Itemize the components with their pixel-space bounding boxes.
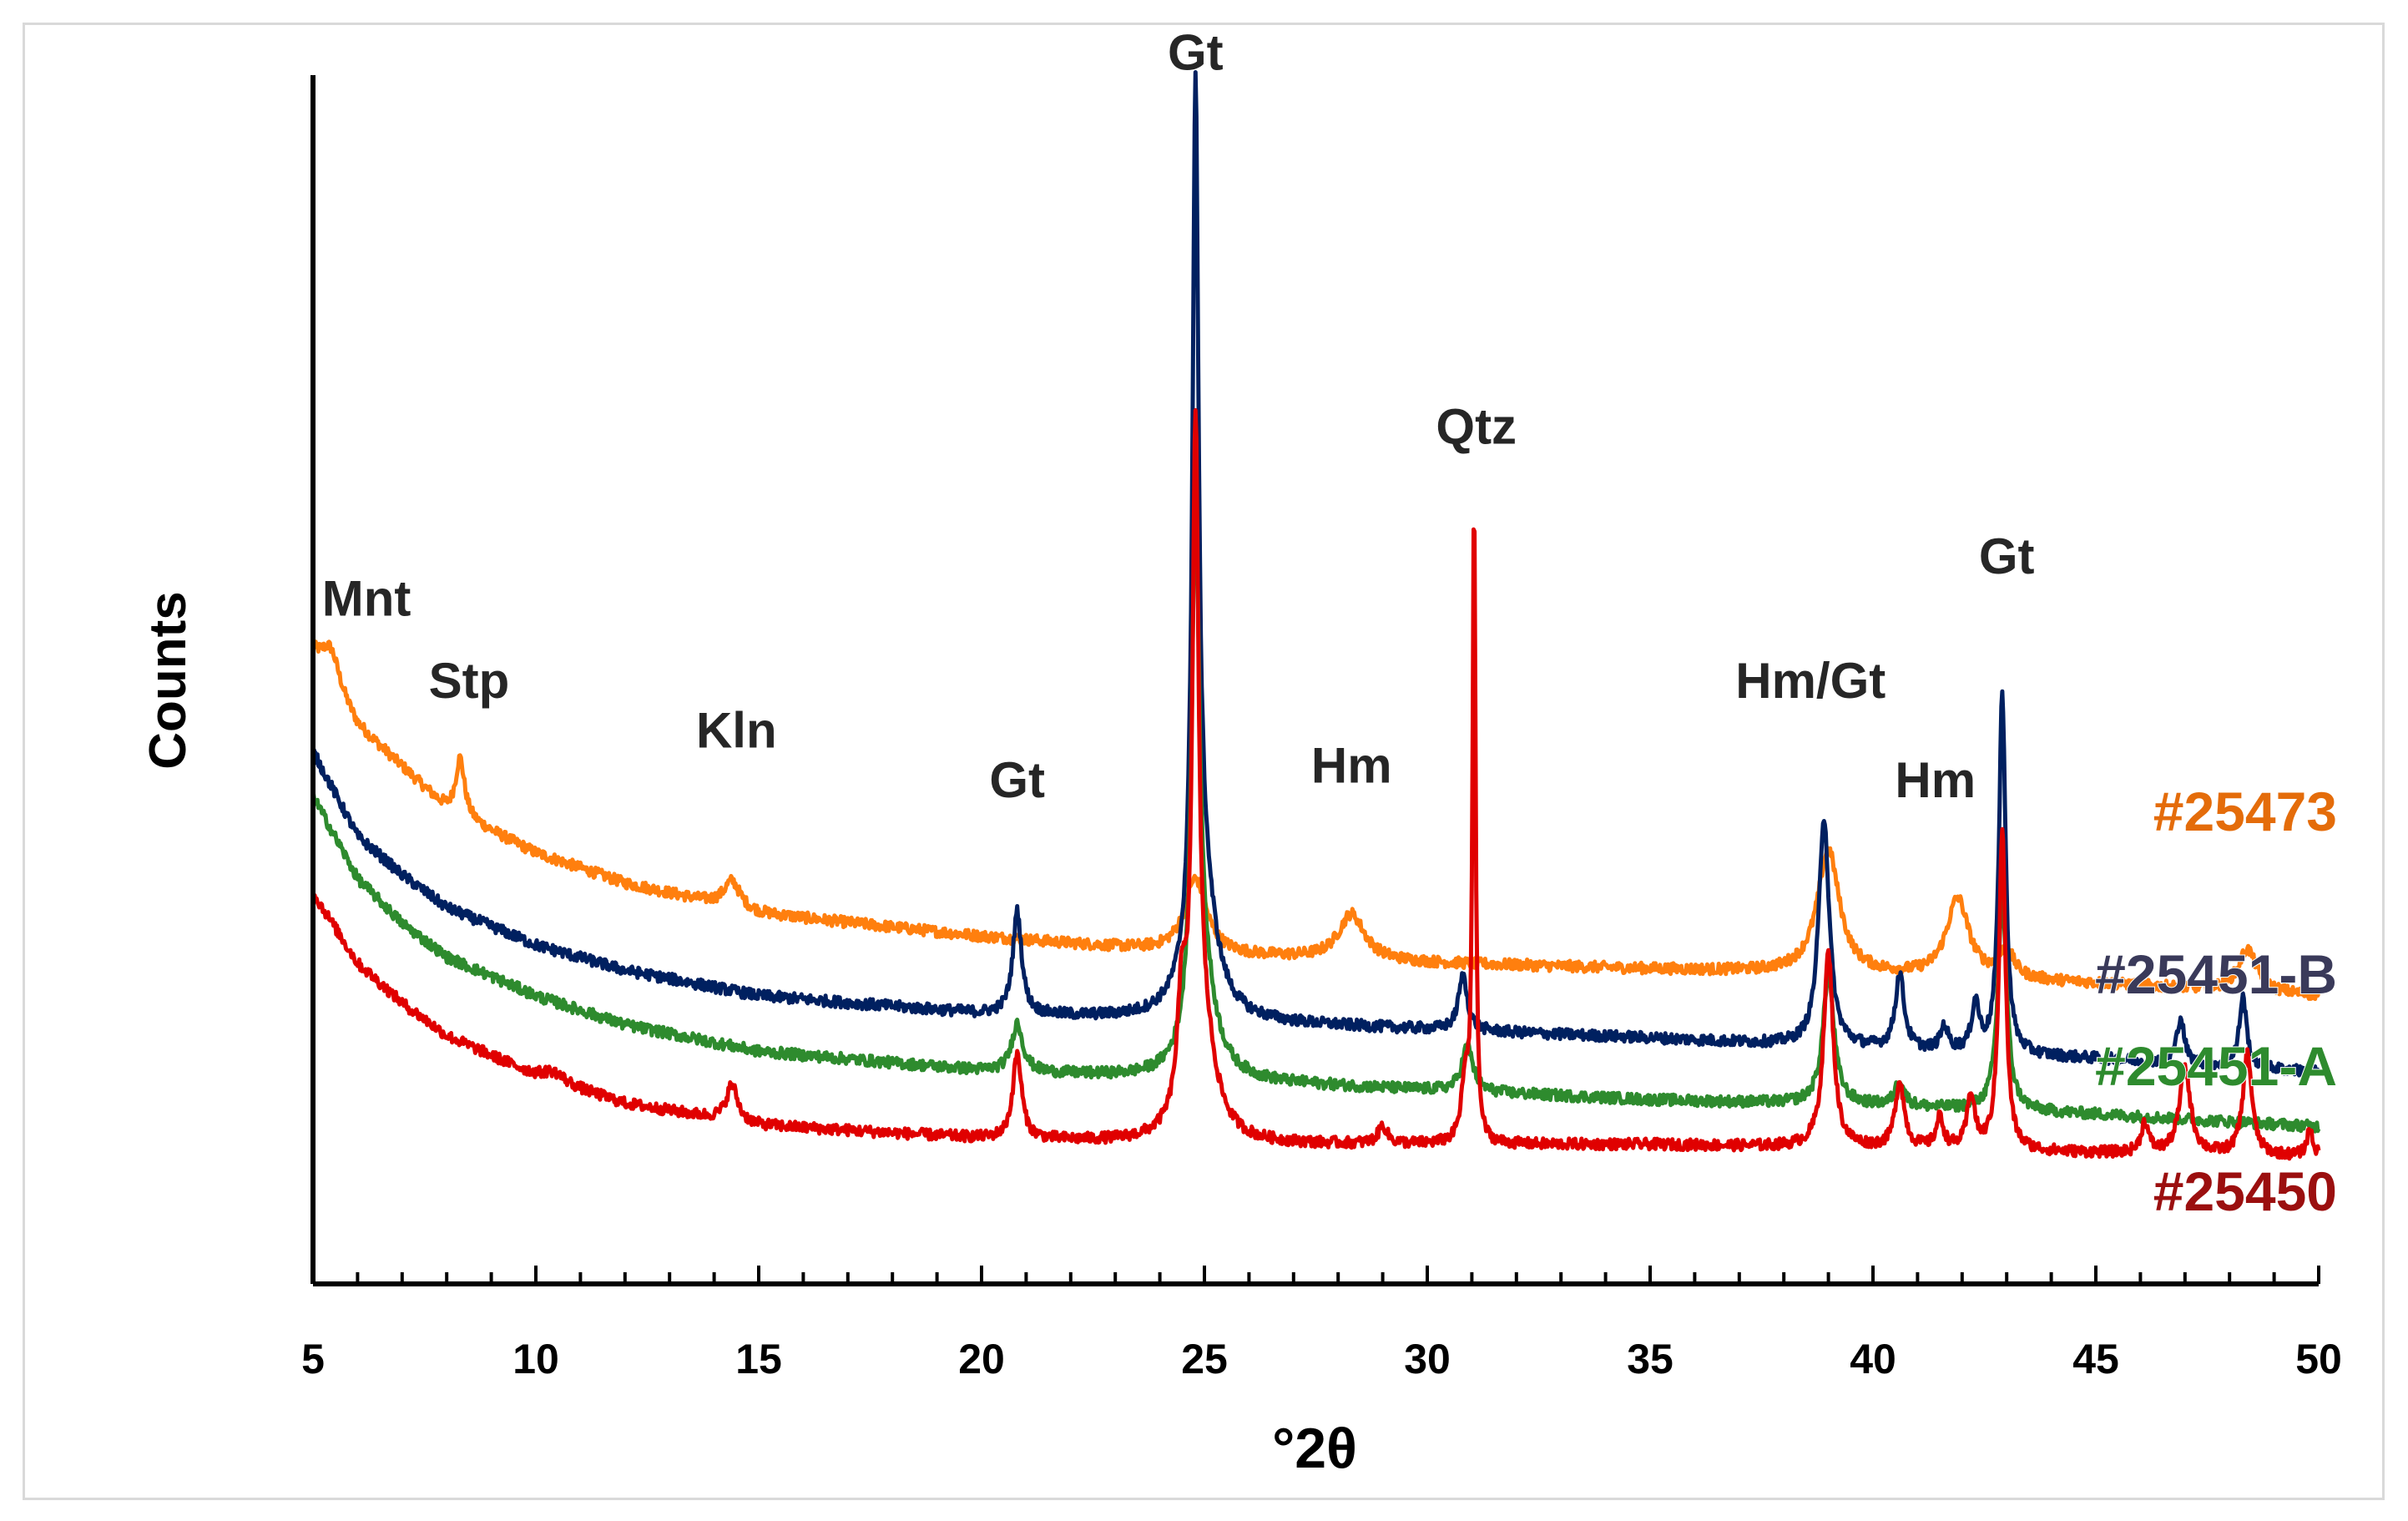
x-tick-label: 25 [1181, 1336, 1228, 1382]
legend-layer: #25473 #25451-B #25451-A #25450 [2094, 780, 2338, 1223]
peak-label-2: Kln [696, 703, 777, 759]
peak-label-1: Stp [429, 653, 510, 709]
x-tick-label: 50 [2295, 1336, 2342, 1382]
x-tick-label: 5 [301, 1336, 325, 1382]
x-axis-label: °2θ [1272, 1417, 1357, 1480]
x-tick-label: 45 [2072, 1336, 2119, 1382]
series-layer [310, 70, 2321, 1161]
figure-frame [23, 23, 2385, 1500]
x-tick-label: 30 [1404, 1336, 1451, 1382]
series-line-1 [310, 70, 2321, 1078]
peak-label-0: Mnt [322, 571, 411, 627]
y-axis-label: Counts [139, 591, 197, 770]
peak-label-3: Gt [989, 752, 1045, 808]
series-line-3 [310, 407, 2321, 1161]
peak-label-8: Hm [1895, 752, 1976, 808]
series-label-2: #25451-A [2095, 1035, 2337, 1097]
series-line-0 [310, 639, 2321, 1002]
peak-label-9: Gt [1979, 528, 2035, 584]
peak-label-5: Hm [1311, 738, 1392, 794]
axes-layer: 5 10 15 20 25 30 35 40 45 50 [301, 75, 2342, 1382]
series-label-0: #25473 [2153, 781, 2337, 842]
x-tick-label: 40 [1850, 1336, 1896, 1382]
x-tick-label: 10 [512, 1336, 559, 1382]
peak-label-4: Gt [1168, 25, 1224, 81]
x-tick-label: 15 [735, 1336, 782, 1382]
series-line-2 [310, 492, 2321, 1134]
peak-label-7: Hm/Gt [1735, 653, 1886, 709]
x-tick-label: 35 [1627, 1336, 1673, 1382]
peak-label-6: Qtz [1436, 399, 1517, 455]
x-tick-label: 20 [958, 1336, 1005, 1382]
series-label-3: #25450 [2153, 1160, 2337, 1222]
series-label-1: #25451-B [2095, 943, 2337, 1005]
